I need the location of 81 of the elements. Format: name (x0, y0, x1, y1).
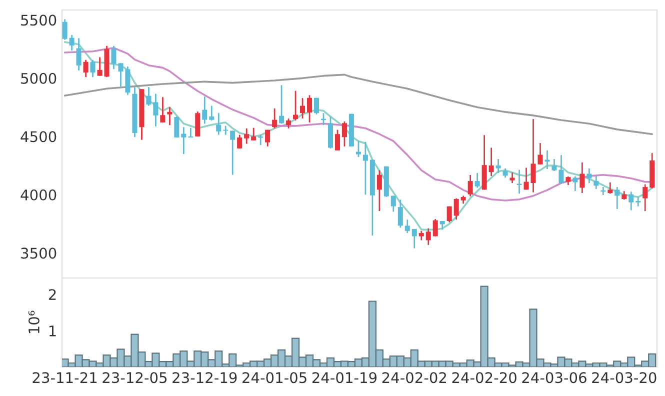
candlestick (244, 128, 250, 144)
candlestick (195, 110, 200, 138)
candlestick (496, 158, 501, 174)
candlestick (62, 18, 68, 41)
candlestick (265, 129, 270, 148)
candlestick (125, 66, 130, 96)
y-axis-title: 10⁶ (28, 310, 40, 334)
candlestick (188, 127, 194, 138)
candlestick (237, 134, 242, 150)
candlestick (153, 93, 158, 128)
candlestick (468, 174, 473, 198)
candlestick (279, 84, 284, 124)
y-tick-label: 5500 (21, 14, 56, 26)
candlestick (418, 230, 424, 241)
candlestick (181, 126, 186, 155)
candlestick (398, 199, 403, 228)
y-tick-label: 5000 (21, 72, 56, 84)
candlestick (544, 150, 550, 170)
candlestick (446, 206, 452, 223)
candlestick (293, 90, 298, 122)
candlestick (474, 172, 480, 188)
candlestick (362, 141, 368, 196)
x-tick-label: 23-12-19 (172, 372, 237, 384)
x-tick-label: 24-02-02 (382, 372, 446, 384)
candlestick (454, 198, 459, 220)
x-tick-label: 24-01-19 (312, 372, 377, 384)
y-tick-label: 4500 (20, 131, 56, 142)
candlestick (334, 129, 340, 152)
candlestick (209, 105, 214, 122)
candlestick (216, 112, 222, 136)
candlestick (636, 196, 641, 208)
candlestick (580, 162, 585, 194)
y-tick-label: 1 (49, 326, 56, 336)
candlestick (412, 228, 417, 249)
line-series (64, 41, 654, 231)
candlestick (160, 96, 166, 124)
candlestick (628, 190, 634, 211)
candlestick (230, 130, 236, 176)
line-series (64, 74, 654, 135)
candlestick (614, 186, 620, 210)
y-tick-label: 4000 (20, 189, 56, 200)
y-tick-label: 3500 (21, 248, 56, 259)
candlestick (390, 195, 396, 212)
candlestick (314, 97, 320, 116)
candlestick (404, 218, 410, 234)
candlestick (432, 218, 438, 237)
x-tick-label: 24-01-05 (242, 372, 306, 384)
candlestick (558, 154, 564, 184)
candlestick (552, 158, 557, 172)
y-tick-label: 2 (48, 289, 56, 300)
candlestick (251, 127, 256, 142)
candlestick (342, 120, 347, 148)
candlestick (76, 38, 82, 72)
x-tick-label: 24-03-20 (592, 372, 656, 384)
candlestick (642, 184, 648, 212)
candlestick (306, 94, 312, 124)
candlestick (488, 147, 494, 177)
candlestick (608, 182, 613, 194)
candlestick (586, 168, 592, 184)
candlestick (376, 170, 382, 212)
candlestick (426, 228, 431, 246)
candlestick (83, 59, 88, 78)
candlestick (572, 176, 578, 192)
candlestick (174, 116, 180, 138)
candlestick (510, 172, 515, 184)
candlestick (272, 108, 278, 130)
candlestick (300, 97, 306, 120)
candlestick (167, 106, 172, 126)
candlestick (502, 168, 508, 178)
candlestick (356, 140, 361, 158)
candlestick (69, 34, 74, 52)
candlestick (594, 175, 599, 190)
x-tick-label: 23-11-21 (32, 372, 97, 384)
candlestick (146, 86, 152, 106)
candlestick (90, 59, 96, 78)
candlestick (516, 169, 522, 194)
x-tick-label: 24-02-20 (452, 372, 516, 384)
x-tick-label: 24-03-06 (522, 372, 586, 384)
x-tick-label: 23-12-05 (102, 372, 167, 384)
candlestick (202, 96, 208, 124)
candlestick (286, 118, 292, 130)
